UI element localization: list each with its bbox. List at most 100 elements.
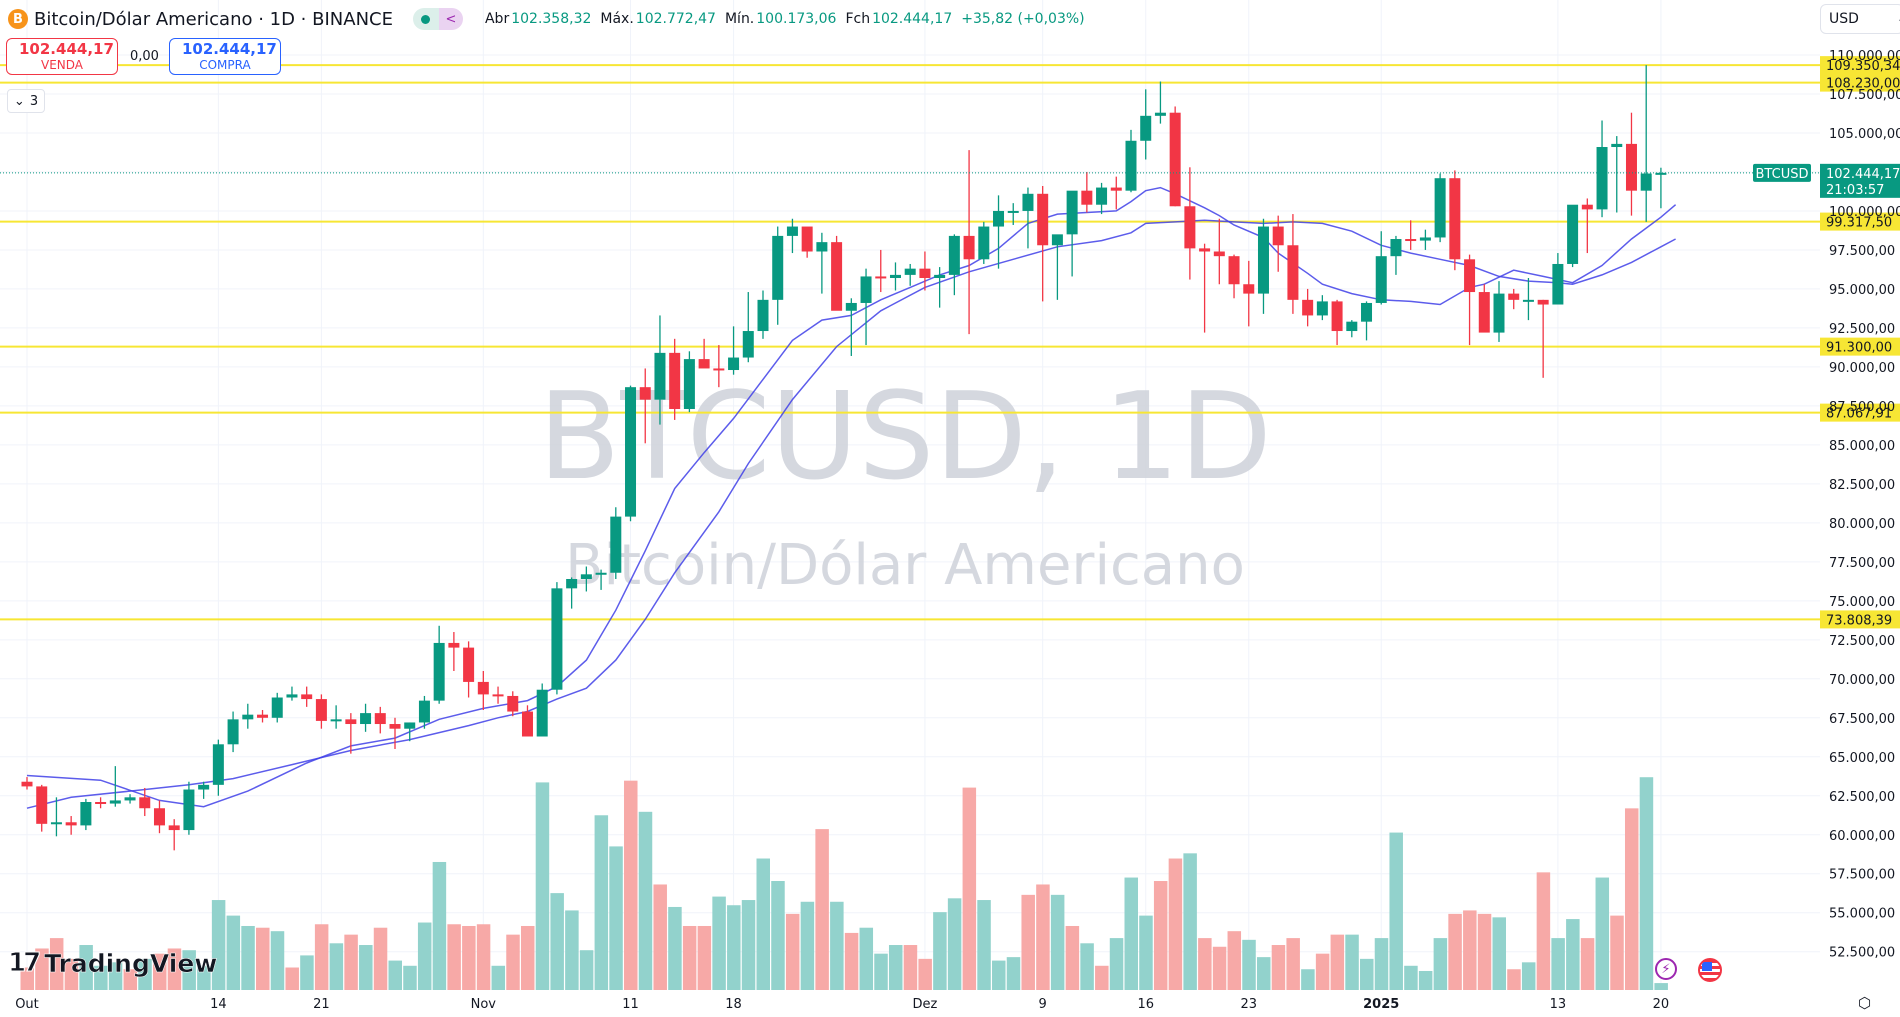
indicators-collapse-button[interactable]: ⌄ 3 (7, 89, 45, 113)
candle-down (1449, 178, 1461, 260)
volume-bar (197, 965, 211, 990)
market-status-pill[interactable]: < (412, 8, 463, 30)
time-tick-label: Nov (471, 997, 497, 1012)
last-price-text: 102.444,17 (1826, 167, 1900, 182)
volume-bar (359, 945, 373, 990)
volume-bar (1036, 884, 1050, 990)
volume-bar (417, 922, 432, 990)
candle-up (1140, 115, 1152, 141)
candle-down (374, 713, 386, 725)
symbol-title[interactable]: Bitcoin/Dólar Americano · 1D · BINANCE (34, 8, 393, 30)
volume-bar (1463, 910, 1477, 990)
us-flag-event-icon[interactable] (1698, 958, 1722, 982)
candle-down (698, 359, 710, 369)
price-tick-label: 87.500,00 (1829, 400, 1895, 415)
candle-down (315, 699, 327, 721)
time-tick-label: 16 (1137, 997, 1154, 1012)
buy-button[interactable]: 102.444,17 COMPRA (168, 38, 281, 75)
candle-up (1567, 204, 1579, 264)
volume-bar (1301, 969, 1315, 990)
price-tick-label: 92.500,00 (1829, 322, 1895, 337)
sell-price: 102.444,17 (19, 40, 114, 58)
candle-down (1464, 259, 1476, 293)
volume-bar (888, 945, 903, 990)
volume-bar (830, 901, 844, 990)
time-tick-label: 14 (210, 997, 227, 1012)
volume-bar (1580, 938, 1595, 990)
volume-bar (1610, 915, 1624, 990)
candle-up (1257, 226, 1269, 294)
candle-down (1625, 143, 1637, 191)
tradingview-wordmark: TradingView (44, 948, 218, 978)
candle-up (242, 714, 254, 720)
volume-bar (1212, 946, 1227, 990)
candle-up (109, 800, 121, 804)
ohlc-label: Fch (845, 11, 871, 27)
price-tick-label: 110.000,00 (1829, 49, 1900, 64)
volume-bar (1095, 965, 1109, 990)
sell-button[interactable]: 102.444,17 VENDA (6, 38, 118, 75)
volume-bar (1006, 957, 1021, 990)
candle-up (978, 226, 990, 260)
volume-bar (844, 932, 859, 990)
ohlc-label: Abr (484, 11, 510, 27)
candle-up (330, 719, 342, 722)
candle-up (1640, 173, 1652, 191)
candle-down (1199, 248, 1211, 252)
candle-up (934, 274, 946, 279)
candle-down (1184, 206, 1196, 249)
candle-down (963, 235, 975, 260)
candle-down (801, 226, 813, 252)
volume-bar (476, 924, 491, 990)
time-tick-label: 13 (1550, 997, 1567, 1012)
price-tick-label: 72.500,00 (1829, 634, 1895, 649)
candle-up (860, 276, 872, 303)
candle-down (301, 694, 313, 700)
time-tick-label: 23 (1240, 997, 1257, 1012)
candle-up (1051, 234, 1063, 246)
horizontal-lines[interactable]: 109.350,34 108.230,00 99.317,50 91.300,00 87… (0, 56, 1900, 629)
candle-up (757, 299, 769, 332)
volume-bar (167, 948, 182, 990)
time-axis[interactable]: Out 14 21 Nov 11 18 Dez 9 16 23 2025 13 20 (15, 997, 1669, 1012)
tradingview-logo[interactable]: 17 TradingView (7, 948, 218, 979)
market-open-indicator[interactable] (412, 8, 439, 30)
candle-up (580, 574, 592, 579)
volume-bar (594, 815, 609, 990)
bolt-icon[interactable]: ⚡ (1655, 958, 1677, 980)
volume-bar (1050, 894, 1065, 990)
volume-bar (697, 925, 712, 990)
ohlc-value: 102.358,32 (511, 11, 592, 27)
candle-up (1316, 301, 1328, 316)
volume-bar (1227, 931, 1242, 990)
volume-bar (256, 927, 270, 990)
currency-select[interactable]: USD ⌄ (1820, 4, 1900, 34)
candle-down (1081, 190, 1093, 205)
level-price-badge (1820, 212, 1900, 231)
ohlc-value: 100.173,06 (756, 11, 837, 27)
candle-down (1302, 299, 1314, 316)
candle-down (639, 387, 651, 400)
ohlc-value: 102.772,47 (635, 11, 716, 27)
volume-bar (1536, 872, 1551, 990)
gear-icon[interactable]: ⬡ (1858, 994, 1872, 1012)
candle-down (1243, 284, 1255, 294)
volume-bar (49, 938, 64, 990)
candle-down (1537, 299, 1549, 305)
volume-bar (1065, 925, 1080, 990)
candle-up (1007, 210, 1019, 213)
share-icon[interactable]: < (438, 8, 463, 30)
candle-down (1478, 292, 1490, 333)
volume-bar (668, 906, 682, 990)
volume-bar (491, 965, 506, 990)
volume-bar (579, 950, 594, 990)
symbol-watermark: BTCUSD, 1D Bitcoin/Dólar Americano (538, 368, 1272, 598)
volume-bar (1168, 858, 1183, 990)
volume-bar (520, 925, 535, 990)
price-tick-label: 95.000,00 (1829, 283, 1895, 298)
candle-up (1125, 140, 1137, 191)
volume-bar (918, 958, 932, 990)
volume-bar (123, 969, 138, 990)
